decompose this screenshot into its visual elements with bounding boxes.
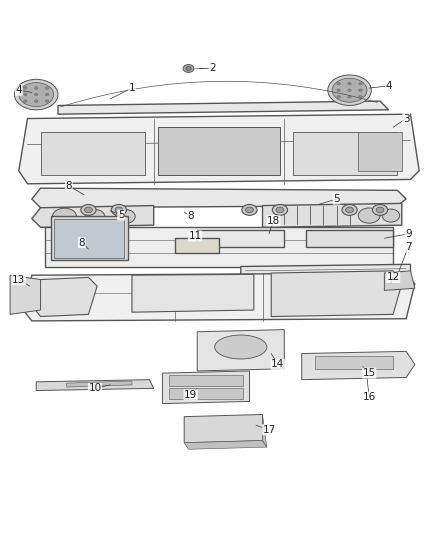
Ellipse shape <box>276 207 284 213</box>
Bar <box>158 127 280 175</box>
Polygon shape <box>385 271 415 290</box>
Ellipse shape <box>242 205 257 215</box>
Ellipse shape <box>24 100 27 102</box>
Ellipse shape <box>46 93 49 96</box>
Text: 19: 19 <box>184 390 198 400</box>
Text: 13: 13 <box>12 274 25 285</box>
Ellipse shape <box>272 205 288 215</box>
Text: 18: 18 <box>267 216 280 226</box>
Ellipse shape <box>24 87 27 90</box>
Ellipse shape <box>35 100 38 102</box>
Ellipse shape <box>85 209 105 223</box>
Text: 8: 8 <box>78 238 85 247</box>
Text: 8: 8 <box>66 181 72 191</box>
Polygon shape <box>58 101 389 114</box>
Polygon shape <box>45 228 393 266</box>
Text: 8: 8 <box>187 212 194 221</box>
Ellipse shape <box>346 207 353 213</box>
Text: 4: 4 <box>385 81 392 91</box>
Ellipse shape <box>215 335 267 359</box>
Polygon shape <box>10 275 41 314</box>
Bar <box>169 389 243 399</box>
Text: 1: 1 <box>129 83 135 93</box>
Polygon shape <box>162 371 250 403</box>
Ellipse shape <box>382 209 399 222</box>
Text: 5: 5 <box>118 210 124 220</box>
Polygon shape <box>32 277 97 317</box>
Ellipse shape <box>332 78 367 102</box>
Polygon shape <box>262 204 402 228</box>
Ellipse shape <box>246 207 253 213</box>
Ellipse shape <box>337 95 340 98</box>
Bar <box>169 375 243 386</box>
Ellipse shape <box>53 208 77 225</box>
Ellipse shape <box>186 67 191 70</box>
Ellipse shape <box>328 75 371 106</box>
Ellipse shape <box>46 100 49 102</box>
Text: 9: 9 <box>405 229 412 239</box>
Ellipse shape <box>372 205 388 215</box>
Text: 17: 17 <box>262 425 276 435</box>
Polygon shape <box>306 230 393 247</box>
Ellipse shape <box>46 87 49 90</box>
Ellipse shape <box>35 93 38 96</box>
Ellipse shape <box>190 240 196 245</box>
Bar <box>358 132 402 171</box>
Ellipse shape <box>24 93 27 96</box>
Text: 4: 4 <box>15 85 22 95</box>
Polygon shape <box>176 238 219 254</box>
Polygon shape <box>67 381 132 387</box>
Bar <box>41 132 145 175</box>
Ellipse shape <box>85 207 92 213</box>
Ellipse shape <box>359 89 362 92</box>
Ellipse shape <box>342 205 357 215</box>
Polygon shape <box>32 206 154 228</box>
Text: 7: 7 <box>405 242 412 252</box>
Polygon shape <box>132 274 254 312</box>
Polygon shape <box>36 379 154 391</box>
Ellipse shape <box>116 209 135 223</box>
Polygon shape <box>262 415 267 447</box>
Ellipse shape <box>337 83 340 85</box>
Polygon shape <box>197 230 284 247</box>
Ellipse shape <box>81 205 96 215</box>
Ellipse shape <box>358 208 380 223</box>
Ellipse shape <box>376 207 384 213</box>
Ellipse shape <box>14 79 58 110</box>
Ellipse shape <box>111 205 127 215</box>
Polygon shape <box>184 415 262 443</box>
Polygon shape <box>241 264 410 288</box>
Text: 12: 12 <box>386 272 400 282</box>
Polygon shape <box>302 351 415 379</box>
Text: 2: 2 <box>209 63 216 74</box>
Ellipse shape <box>19 83 53 107</box>
Polygon shape <box>197 329 284 371</box>
Polygon shape <box>19 114 419 184</box>
Bar <box>54 219 124 258</box>
Text: 14: 14 <box>271 359 284 369</box>
Bar <box>51 216 127 260</box>
Text: 3: 3 <box>403 114 410 124</box>
Bar <box>293 132 397 175</box>
Polygon shape <box>23 273 415 321</box>
Ellipse shape <box>348 83 351 85</box>
Ellipse shape <box>35 87 38 90</box>
Bar <box>315 356 393 369</box>
Ellipse shape <box>187 238 199 247</box>
Text: 5: 5 <box>333 194 340 204</box>
Text: 10: 10 <box>88 383 102 393</box>
Ellipse shape <box>348 95 351 98</box>
Text: 16: 16 <box>363 392 376 402</box>
Ellipse shape <box>337 89 340 92</box>
Polygon shape <box>184 441 267 449</box>
Ellipse shape <box>359 95 362 98</box>
Ellipse shape <box>348 89 351 92</box>
Polygon shape <box>271 271 402 317</box>
Text: 11: 11 <box>188 231 201 241</box>
Text: 15: 15 <box>363 368 376 378</box>
Ellipse shape <box>115 207 123 213</box>
Ellipse shape <box>359 83 362 85</box>
Polygon shape <box>32 188 406 208</box>
Ellipse shape <box>183 64 194 72</box>
